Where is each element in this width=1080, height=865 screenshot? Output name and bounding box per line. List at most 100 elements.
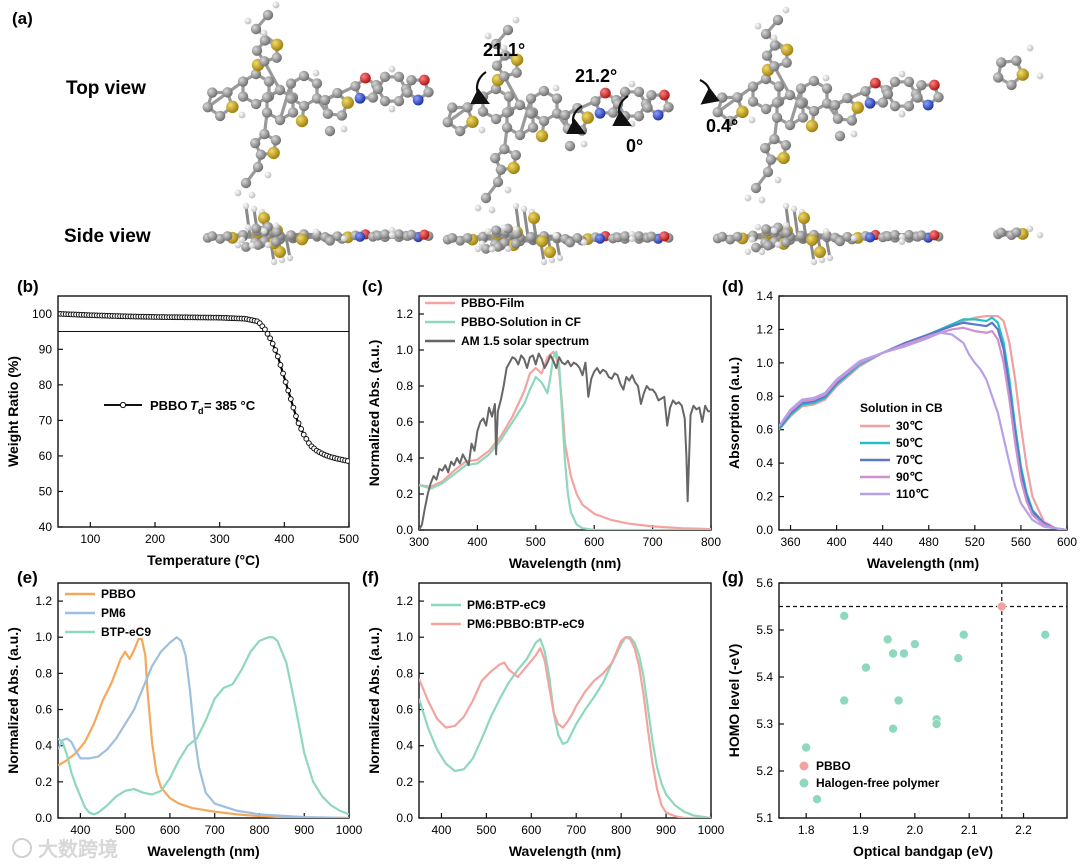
atom-top-37: [272, 1, 280, 9]
y-tick-label-e-3: 0.6: [35, 703, 52, 717]
atom-side-80: [478, 231, 488, 242]
y-tick-label-g-1: 5.2: [756, 764, 773, 778]
point-g-1-4: [861, 662, 871, 673]
torsion-angle-annotations: 21.1° 21.2° 0° 0.4°: [470, 40, 738, 156]
atom-top-214: [822, 74, 830, 82]
x-tick-label-e-2: 600: [160, 823, 180, 837]
y-tick-label-e-4: 0.8: [35, 666, 52, 680]
atom-side-210: [916, 230, 927, 241]
atom-top-62: [393, 71, 405, 83]
atom-top-44: [248, 191, 256, 199]
side-h-up-1-1: [520, 205, 528, 213]
charts-layer: (b) 100 200 300 400 500 40 50 60 70 80 90 100 Tempera…: [5, 277, 1077, 859]
y-tick-label-g-4: 5.5: [756, 623, 773, 637]
atom-side-220: [1011, 227, 1022, 238]
legend-label-d-4: 110℃: [896, 487, 929, 501]
atom-top-38: [244, 17, 252, 25]
y-tick-label-b-3: 70: [39, 413, 53, 427]
plot-area-b: [58, 310, 349, 464]
y-tick-label-b-1: 50: [39, 484, 53, 498]
x-tick-label-f-3: 700: [566, 823, 586, 837]
series-line-f-1: [419, 636, 711, 818]
atom-top-172: [761, 50, 773, 61]
y-tick-label-c-2: 0.4: [396, 451, 413, 465]
atom-side-112: [493, 241, 503, 252]
point-g-1-8: [893, 695, 904, 706]
x-tick-label-b-4: 500: [339, 532, 359, 546]
side-h-dn-2-0: [810, 258, 818, 266]
atom-top-150: [760, 103, 772, 115]
atom-top-212: [898, 70, 906, 78]
atom-top-8: [237, 76, 249, 87]
legend-label-e-2: BTP-eC9: [101, 625, 151, 639]
x-axis-label-d: Wavelength (nm): [867, 555, 979, 571]
atom-side-184: [763, 240, 773, 251]
marker-b-414: [290, 404, 297, 411]
atom-top-156: [784, 119, 796, 131]
atom-top-30: [267, 146, 280, 160]
atom-top-70: [312, 69, 320, 77]
y-tick-label-b-4: 80: [39, 378, 53, 392]
atom-top-110: [484, 32, 492, 40]
plot-frame-b: [57, 295, 350, 528]
atom-top-34: [270, 134, 282, 146]
atom-top-1: [214, 110, 226, 122]
side-h-up-2-1: [790, 205, 798, 213]
plot-area-e: [58, 636, 349, 818]
point-g-1-15: [1040, 629, 1051, 640]
atom-side-195: [835, 236, 845, 247]
atom-top-168: [805, 119, 819, 133]
y-tick-label-d-0: 0.0: [756, 523, 773, 537]
atom-top-174: [777, 151, 790, 165]
atom-top-155: [797, 112, 809, 123]
bond-top-102: [502, 75, 522, 106]
point-g-1-5: [882, 634, 893, 645]
atom-top-75: [447, 102, 458, 113]
atom-top-49: [332, 87, 343, 99]
atom-top-71: [238, 111, 246, 119]
atom-side-140: [628, 230, 636, 238]
top-view-label: Top view: [66, 78, 146, 99]
point-g-1-2: [839, 611, 850, 621]
atom-top-43: [264, 171, 272, 179]
chart-g: (g) 1.8 1.9 2.0 2.1 2.2 5.1 5.2 5.3 5.4 5.5 5.6 Opti…: [722, 568, 1068, 859]
y-tick-label-f-3: 0.6: [396, 703, 413, 717]
marker-b-382: [269, 340, 276, 347]
x-tick-label-f-4: 800: [611, 823, 631, 837]
atom-top-120: [559, 109, 571, 121]
series-line-e-0: [58, 637, 349, 818]
marker-b-378: [267, 335, 274, 342]
y-tick-label-e-5: 1.0: [35, 630, 52, 644]
atom-top-157: [771, 112, 783, 123]
y-axis-label-c: Normalized Abs. (a.u.): [366, 340, 382, 487]
atom-top-45: [341, 96, 354, 109]
atom-top-52: [350, 80, 361, 92]
side-s-dn-1: [544, 246, 556, 258]
atom-top-69: [388, 105, 396, 113]
atom-top-152: [747, 81, 759, 92]
panel-b-letter: (b): [17, 277, 39, 296]
atom-top-25: [270, 38, 284, 51]
legend-label-f-1: PM6:PBBO:BTP-eC9: [467, 617, 585, 631]
point-g-1-6: [888, 648, 898, 659]
y-axis-label-d: Absorption (a.u.): [726, 357, 742, 469]
angle-label-1: 21.1°: [483, 40, 525, 60]
side-view-label: Side view: [64, 226, 151, 247]
side-chain-up-0-0: [244, 205, 252, 238]
atom-top-79: [477, 106, 489, 117]
side-h-dn-1-1: [548, 256, 556, 264]
atom-top-177: [769, 133, 780, 145]
side-h-dn-0-1: [278, 256, 286, 264]
y-tick-label-g-0: 5.1: [756, 811, 773, 825]
atom-top-87: [514, 99, 526, 111]
y-tick-label-d-7: 1.4: [756, 289, 773, 303]
x-tick-label-g-2: 2.0: [907, 823, 924, 837]
atom-top-102: [507, 161, 520, 175]
y-tick-label-f-0: 0.0: [396, 811, 413, 825]
plot-frame-d: [778, 295, 1068, 531]
atom-side-43: [264, 241, 272, 249]
series-line-e-2: [58, 636, 349, 816]
atom-side-50: [340, 235, 348, 242]
chart-c: (c) 300 400 500 600 700 800 0.0 0.2 0.4 0.6 0.8 1.0 1…: [362, 277, 721, 571]
atom-side-194: [850, 234, 858, 242]
